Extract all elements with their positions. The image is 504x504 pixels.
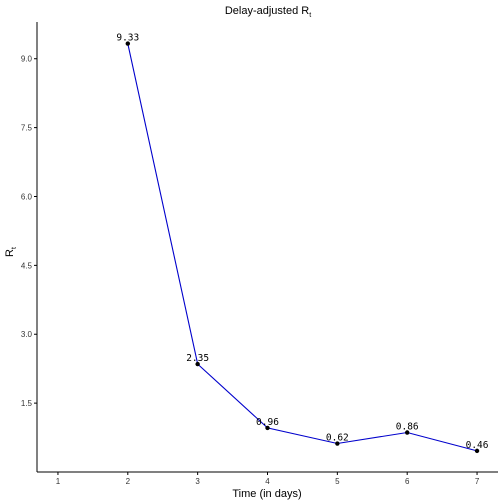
y-tick-label: 3.0 (21, 330, 33, 339)
y-tick-label: 7.5 (21, 124, 33, 133)
data-point (404, 430, 410, 435)
x-tick-label: 5 (335, 477, 340, 486)
plot-area: 9.33 2.35 0.96 0.62 0.86 0.46 (116, 33, 489, 454)
data-label: 0.62 (326, 433, 349, 444)
y-tick-label: 1.5 (21, 399, 33, 408)
y-tick-label: 4.5 (21, 261, 33, 270)
x-axis-title: Time (in days) (232, 488, 301, 500)
data-point (125, 41, 131, 46)
data-label: 0.46 (466, 440, 489, 451)
data-point (335, 441, 340, 446)
data-label: 0.96 (256, 417, 279, 428)
x-axis-ticks: 1 2 3 4 5 6 7 (56, 472, 480, 486)
y-tick-label: 6.0 (21, 192, 33, 201)
x-tick-label: 4 (265, 477, 270, 486)
x-tick-label: 6 (405, 477, 410, 486)
series-line (127, 43, 478, 452)
y-tick-label: 9.0 (21, 55, 33, 64)
data-point (474, 448, 480, 454)
data-label: 0.86 (396, 422, 419, 433)
y-axis-title: Rt (4, 247, 18, 257)
x-tick-label: 2 (126, 477, 131, 486)
x-tick-label: 7 (475, 477, 480, 486)
data-point (195, 361, 200, 367)
data-point (265, 425, 270, 431)
y-axis-ticks: 1.5 3.0 4.5 6.0 7.5 9.0 (21, 55, 37, 408)
data-label: 2.35 (186, 353, 209, 364)
data-label: 9.33 (116, 33, 139, 44)
chart-title: Delay-adjusted Rt (225, 5, 311, 19)
x-tick-label: 1 (56, 477, 61, 486)
x-tick-label: 3 (195, 477, 200, 486)
